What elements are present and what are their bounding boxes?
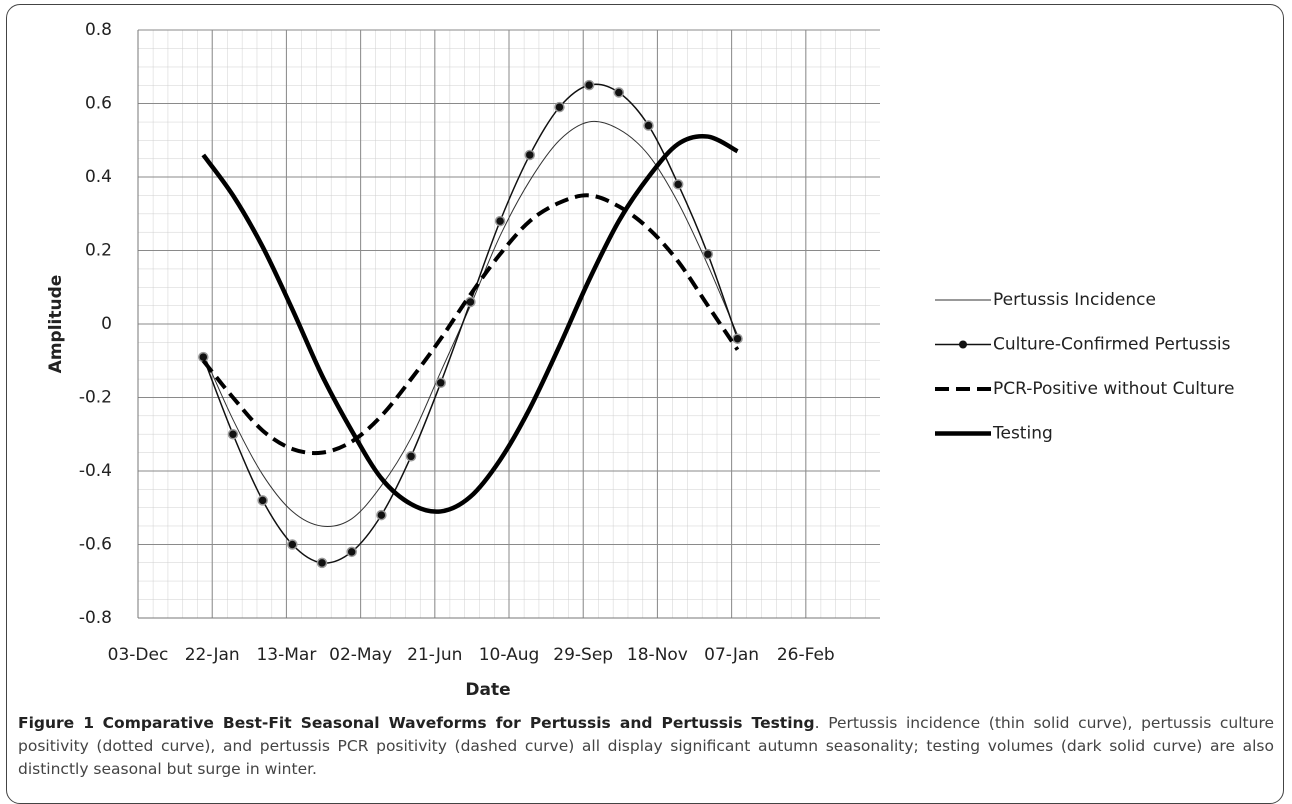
- y-tick-label: -0.8: [79, 608, 112, 628]
- series-marker: [643, 120, 654, 131]
- x-tick-label: 21-Jun: [407, 645, 462, 665]
- legend-label: Culture-Confirmed Pertussis: [993, 335, 1231, 355]
- x-axis-label: Date: [465, 680, 510, 700]
- x-tick-label: 02-May: [329, 645, 392, 665]
- x-tick-label: 18-Nov: [627, 645, 688, 665]
- legend-label: Testing: [992, 424, 1053, 444]
- y-tick-label: -0.6: [79, 535, 112, 555]
- y-tick-label: 0.6: [85, 94, 112, 114]
- series-line: [201, 193, 740, 456]
- series-marker: [376, 509, 387, 521]
- series-marker: [672, 179, 684, 190]
- series-marker: [732, 333, 743, 344]
- series-marker: [257, 495, 268, 506]
- legend-label: PCR-Positive without Culture: [993, 379, 1235, 399]
- series-marker: [702, 248, 714, 260]
- x-tick-label: 13-Mar: [256, 645, 316, 665]
- x-tick-label: 22-Jan: [185, 645, 240, 665]
- y-tick-label: 0.2: [85, 241, 112, 261]
- y-axis-label: Amplitude: [46, 275, 66, 374]
- series-marker: [227, 429, 239, 440]
- y-tick-label: 0.8: [85, 20, 112, 40]
- series-marker: [316, 557, 328, 569]
- series-marker: [494, 215, 506, 227]
- y-tick-label: -0.2: [79, 388, 112, 408]
- caption-text: . Pertussis incidence (thin solid curve)…: [18, 714, 1275, 778]
- series-marker: [287, 539, 298, 550]
- caption-title: Comparative Best-Fit Seasonal Waveforms …: [102, 714, 815, 732]
- series-line: [201, 134, 739, 514]
- y-tick-label: -0.4: [79, 461, 112, 481]
- series-marker: [346, 546, 357, 558]
- caption: Figure 1 Comparative Best-Fit Seasonal W…: [18, 712, 1274, 781]
- series-marker: [583, 79, 595, 91]
- series-marker: [435, 377, 446, 389]
- x-tick-label: 26-Feb: [777, 645, 835, 665]
- x-tick-label: 10-Aug: [479, 645, 540, 665]
- series-marker: [198, 351, 209, 363]
- x-tick-label: 29-Sep: [553, 645, 613, 665]
- y-tick-label: 0: [101, 314, 112, 334]
- series-marker: [405, 451, 417, 462]
- caption-label: Figure 1: [18, 714, 95, 732]
- legend-label: Pertussis Incidence: [993, 290, 1156, 310]
- series-marker: [524, 149, 536, 161]
- chart: Amplitude Date -0.8 -0.6 -0.4 -0.2 0 0.2 0.4 0.…: [46, 20, 1235, 700]
- x-tick-label: 07-Jan: [704, 645, 759, 665]
- y-tick-label: 0.4: [85, 167, 112, 187]
- x-tick-label: 03-Dec: [108, 645, 169, 665]
- legend-marker: [959, 340, 967, 349]
- series-marker: [554, 101, 565, 113]
- series-marker: [613, 87, 625, 98]
